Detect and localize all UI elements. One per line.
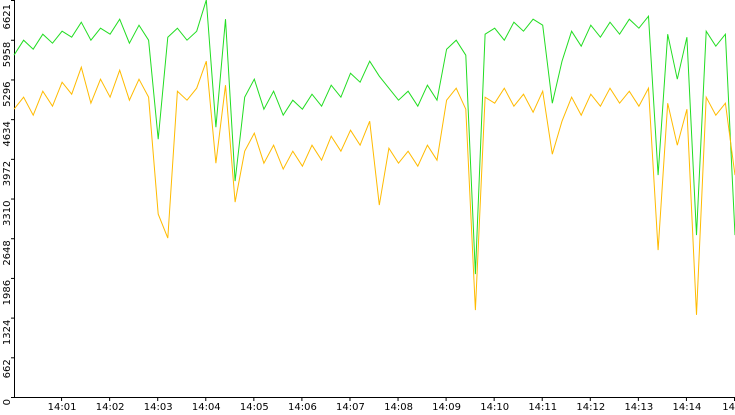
- x-tick-label: 14:03: [144, 402, 173, 413]
- x-tick-label: 14:01: [48, 402, 77, 413]
- x-tick-label: 14:04: [192, 402, 221, 413]
- x-tick-label: 14:10: [480, 402, 509, 413]
- x-tick-label: 14:14: [673, 402, 702, 413]
- x-tick-label: 14:09: [432, 402, 461, 413]
- x-tick-label: 14:13: [624, 402, 653, 413]
- x-tick-label: 14: [722, 402, 735, 413]
- y-tick-label: 3310: [2, 201, 13, 226]
- x-tick-label: 14:11: [528, 402, 557, 413]
- y-tick-label: 5296: [2, 81, 13, 106]
- x-tick-label: 14:07: [336, 402, 365, 413]
- x-tick-label: 14:05: [240, 402, 269, 413]
- y-tick-label: 3972: [2, 161, 13, 186]
- y-tick-label: 0: [2, 399, 13, 405]
- x-tick-label: 14:08: [384, 402, 413, 413]
- x-tick-label: 14:02: [96, 402, 125, 413]
- series-line: [13, 0, 735, 275]
- y-tick-label: 5958: [2, 42, 13, 67]
- y-tick-label: 1986: [2, 280, 13, 305]
- series-line: [13, 61, 735, 315]
- y-tick-label: 6621: [2, 4, 13, 29]
- y-tick-label: 2648: [2, 240, 13, 265]
- y-tick-label: 662: [2, 359, 13, 378]
- x-tick-label: 14:06: [288, 402, 317, 413]
- x-tick-label: 14:12: [576, 402, 605, 413]
- y-tick-label: 1324: [2, 320, 13, 345]
- y-tick-label: 4634: [2, 121, 13, 146]
